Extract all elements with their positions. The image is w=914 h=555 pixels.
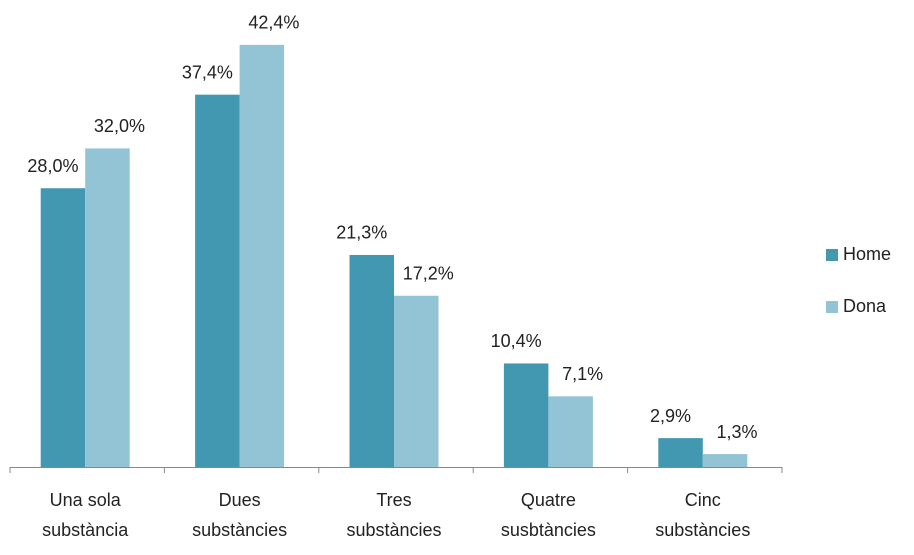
bar bbox=[503, 363, 549, 467]
data-label: 1,3% bbox=[717, 422, 758, 442]
bar bbox=[40, 188, 86, 467]
data-label: 28,0% bbox=[27, 156, 78, 176]
data-label: 7,1% bbox=[562, 364, 603, 384]
x-tick-label: Cinc bbox=[685, 490, 721, 510]
data-label: 17,2% bbox=[403, 264, 454, 284]
legend-swatch bbox=[826, 301, 838, 313]
data-label: 32,0% bbox=[94, 116, 145, 136]
legend-label: Dona bbox=[843, 296, 887, 316]
data-label: 10,4% bbox=[491, 331, 542, 351]
x-tick-label: Quatre bbox=[521, 490, 576, 510]
x-tick-label: substància bbox=[42, 520, 129, 540]
bar bbox=[702, 454, 748, 467]
bar bbox=[349, 254, 394, 467]
bar bbox=[85, 148, 130, 467]
data-label: 2,9% bbox=[650, 406, 691, 426]
x-tick-label: Una sola bbox=[50, 490, 122, 510]
x-tick-label: susbtàncies bbox=[501, 520, 596, 540]
x-tick-label: substàncies bbox=[346, 520, 441, 540]
x-tick-label: substàncies bbox=[655, 520, 750, 540]
x-tick-label: Tres bbox=[376, 490, 411, 510]
data-label: 37,4% bbox=[182, 62, 233, 82]
bar bbox=[394, 295, 439, 467]
bar bbox=[239, 44, 285, 467]
bar bbox=[548, 396, 593, 467]
legend-label: Home bbox=[843, 244, 891, 264]
data-label: 42,4% bbox=[248, 13, 299, 33]
x-tick-label: Dues bbox=[219, 490, 261, 510]
data-label: 21,3% bbox=[336, 223, 387, 243]
bar bbox=[658, 438, 703, 467]
bar bbox=[195, 94, 240, 467]
x-tick-label: substàncies bbox=[192, 520, 287, 540]
legend-swatch bbox=[826, 249, 838, 261]
